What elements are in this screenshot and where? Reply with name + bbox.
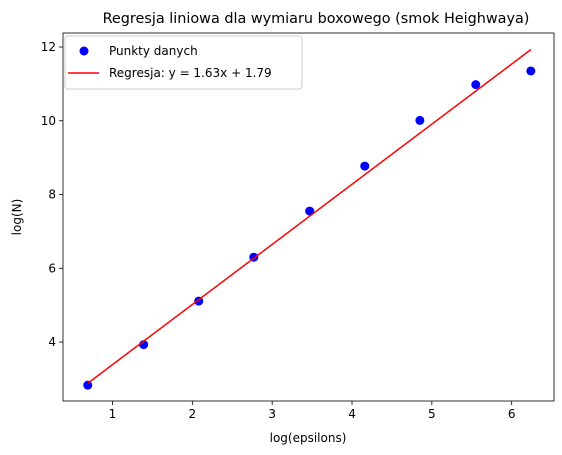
y-tick-label: 10 [41,114,56,128]
x-tick-label: 2 [189,407,197,421]
x-tick-label: 4 [348,407,356,421]
data-point [471,80,481,90]
x-tick-label: 6 [508,407,516,421]
data-point [83,380,93,390]
x-tick-label: 1 [109,407,117,421]
y-tick-label: 12 [41,40,56,54]
y-tick-label: 6 [48,261,56,275]
regression-line [87,48,532,384]
x-axis: 1 2 3 4 5 6 [109,401,516,421]
y-axis: 4 6 8 10 12 [41,40,63,349]
x-axis-label: log(epsilons) [270,431,347,445]
plot-area [83,48,536,390]
chart-title: Regresja liniowa dla wymiaru boxowego (s… [103,11,530,27]
data-point [415,115,425,125]
legend: Punkty danych Regresja: y = 1.63x + 1.79 [64,35,303,90]
y-tick-label: 4 [48,335,56,349]
y-axis-label: log(N) [10,199,24,236]
legend-box [64,35,303,90]
data-point [305,206,315,216]
axes-frame [62,32,555,402]
data-point [360,161,370,171]
legend-marker-points [79,46,89,56]
x-tick-label: 3 [268,407,276,421]
legend-label-points: Punkty danych [109,44,198,58]
legend-label-regression: Regresja: y = 1.63x + 1.79 [109,66,272,80]
data-point [526,66,536,76]
x-tick-label: 5 [428,407,436,421]
y-tick-label: 8 [48,188,56,202]
